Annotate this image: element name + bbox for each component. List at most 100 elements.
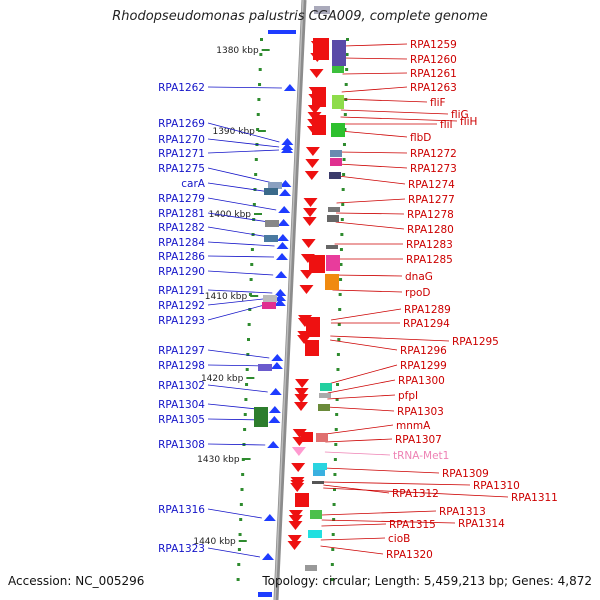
gene-label: RPA1260 (410, 54, 457, 66)
gene-body (309, 255, 325, 273)
gene-connector (320, 537, 386, 541)
gene-connector (335, 221, 405, 230)
tick-dot (248, 308, 252, 311)
gene-connector (323, 484, 390, 494)
domain-box (328, 207, 340, 212)
gene-label: rpoD (405, 287, 431, 299)
domain-box (265, 220, 279, 227)
tick-dot (339, 248, 343, 251)
gene-connector (320, 545, 384, 555)
gene-arrow-down (304, 171, 319, 180)
domain-box (312, 481, 324, 484)
gene-connector (338, 151, 408, 154)
gene-arrow-up (276, 234, 289, 241)
gene-connector (336, 212, 405, 215)
tick-dot (339, 263, 343, 266)
gene-label: flbD (410, 132, 431, 144)
tick-dot (337, 323, 341, 326)
tick-dot (254, 173, 258, 176)
gene-body (301, 432, 313, 442)
gene-label: RPA1308 (158, 439, 205, 451)
partial-feature (314, 6, 330, 14)
gene-arrow-up (269, 388, 282, 395)
gene-connector (207, 443, 266, 446)
gene-label: pfpI (398, 390, 418, 402)
gene-connector (207, 289, 273, 294)
gene-arrow-up (276, 242, 289, 249)
domain-box (313, 463, 327, 470)
gene-connector (331, 308, 402, 321)
domain-box (308, 530, 322, 538)
gene-arrow-up (278, 206, 291, 213)
domain-box (268, 182, 282, 189)
gene-connector (327, 394, 396, 400)
gene-label: RPA1320 (386, 549, 433, 561)
gene-label: RPA1281 (158, 208, 205, 220)
domain-box (258, 364, 272, 371)
gene-label: RPA1296 (400, 345, 447, 357)
gene-label: RPA1280 (407, 224, 454, 236)
tick-dot (260, 38, 263, 41)
tick-dot (247, 338, 251, 341)
gene-connector (323, 481, 471, 486)
gene-label: RPA1270 (158, 134, 205, 146)
gene-arrow-down (302, 217, 317, 226)
scale-tick-label: 1390 kbp (212, 127, 255, 137)
gene-arrow-down (291, 463, 306, 472)
domain-box (313, 470, 325, 476)
tick-dot (339, 278, 343, 281)
tick-dot (346, 38, 349, 41)
gene-arrow-down (291, 447, 306, 456)
gene-label: RPA1275 (158, 163, 205, 175)
gene-label: RPA1282 (158, 222, 205, 234)
tick-dot (258, 68, 262, 71)
gene-connector (207, 349, 270, 359)
page-title: Rhodopseudomonas palustris CGA009, compl… (112, 9, 488, 24)
gene-label: RPA1262 (158, 82, 205, 94)
gene-connector (330, 335, 450, 342)
gene-label: RPA1303 (397, 406, 444, 418)
tick-dot (245, 383, 249, 386)
gene-label: RPA1283 (406, 239, 453, 251)
gene-connector (207, 226, 275, 239)
gene-label: fliF (430, 97, 446, 109)
domain-box (318, 404, 330, 411)
gene-label: RPA1299 (400, 360, 447, 372)
gene-label: carA (181, 178, 206, 190)
gene-label: RPA1274 (408, 179, 455, 191)
domain-box (332, 66, 344, 73)
gene-arrow-down (294, 388, 309, 397)
tick-dot (332, 518, 336, 521)
tick-dot (254, 158, 258, 161)
gene-connector (207, 302, 272, 321)
gene-body (295, 493, 309, 507)
accession-text: Accession: NC_005296 (8, 574, 145, 588)
tick-dot (337, 338, 341, 341)
gene-arrow-down (292, 429, 307, 438)
gene-connector (325, 424, 394, 435)
gene-connector (330, 339, 398, 351)
gene-label: mnmA (396, 420, 431, 432)
gene-connector (332, 289, 403, 293)
gene-arrow-up (278, 189, 291, 196)
gene-label: RPA1272 (410, 148, 457, 160)
gene-label: RPA1323 (158, 543, 205, 555)
gene-label: RPA1273 (410, 163, 457, 175)
tick-dot (332, 503, 336, 506)
gene-label: RPA1315 (389, 519, 436, 531)
gene-arrow-up (279, 180, 292, 187)
scale-tick-label: 1420 kbp (201, 374, 244, 384)
tick-dot (344, 83, 348, 86)
gene-connector (207, 212, 276, 224)
tick-dot (342, 158, 346, 161)
domain-box (329, 172, 341, 179)
gene-label: RPA1309 (442, 468, 489, 480)
tick-dot (250, 248, 254, 251)
tick-dot (258, 83, 262, 86)
tick-dot (256, 128, 260, 131)
tick-dot (239, 518, 243, 521)
tick-dot (245, 368, 249, 371)
gene-arrow-down (307, 105, 322, 114)
gene-connector (207, 122, 280, 143)
domain-box (332, 95, 344, 109)
